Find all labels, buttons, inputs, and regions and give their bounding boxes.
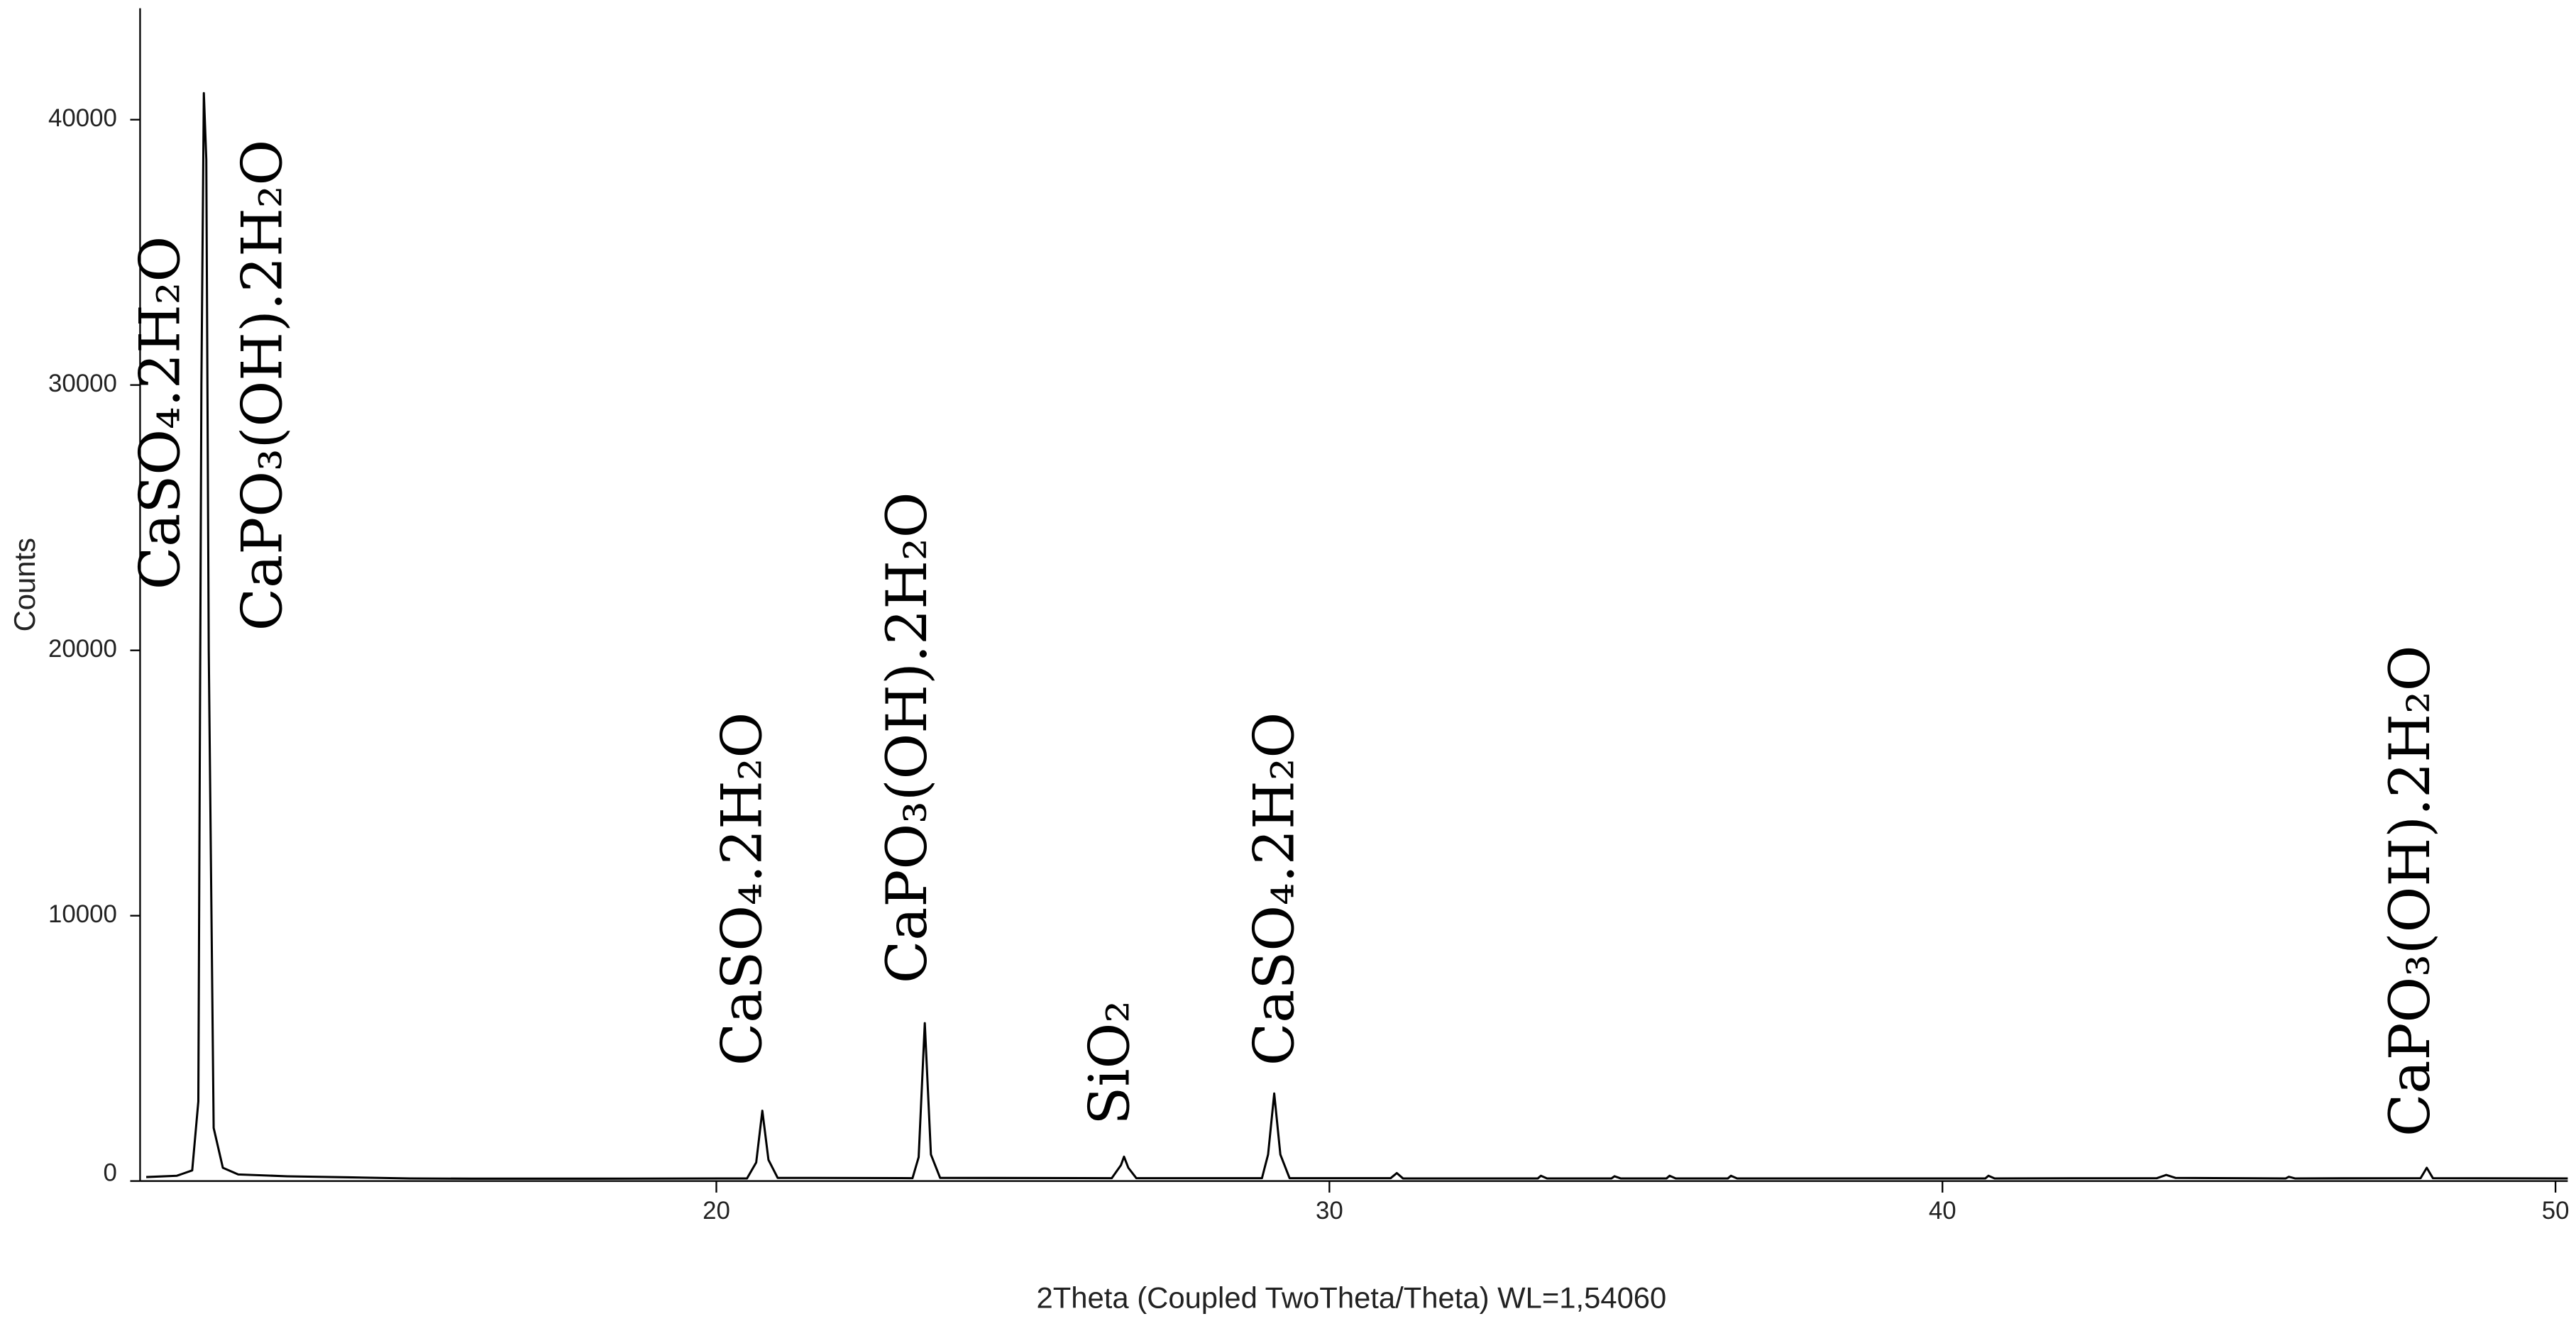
y-tick-label: 20000 xyxy=(48,635,117,663)
x-axis-title: 2Theta (Coupled TwoTheta/Theta) WL=1,540… xyxy=(1037,1281,1667,1314)
peak-annotation: SiO₂ xyxy=(1077,1000,1142,1125)
peak-annotation: CaSO₄.2H₂O xyxy=(1242,712,1307,1066)
x-tick-label: 20 xyxy=(703,1197,730,1225)
y-tick-label: 40000 xyxy=(48,104,117,132)
peak-annotation: CaPO₃(OH).2H₂O xyxy=(874,492,940,983)
x-tick-label: 30 xyxy=(1316,1197,1343,1225)
y-tick-label: 30000 xyxy=(48,370,117,397)
peak-annotation: CaPO₃(OH).2H₂O xyxy=(2377,646,2443,1137)
data-line xyxy=(145,92,2568,1180)
peak-annotation: CaSO₄.2H₂O xyxy=(128,236,193,590)
x-tick-label: 50 xyxy=(2542,1197,2570,1225)
peak-annotation: CaPO₃(OH).2H₂O xyxy=(230,140,295,631)
x-tick-label: 40 xyxy=(1929,1197,1956,1225)
y-axis-title: Counts xyxy=(8,538,41,631)
peak-annotation: CaSO₄.2H₂O xyxy=(710,712,775,1066)
y-tick-label: 10000 xyxy=(48,900,117,928)
y-tick-label: 0 xyxy=(104,1159,117,1187)
